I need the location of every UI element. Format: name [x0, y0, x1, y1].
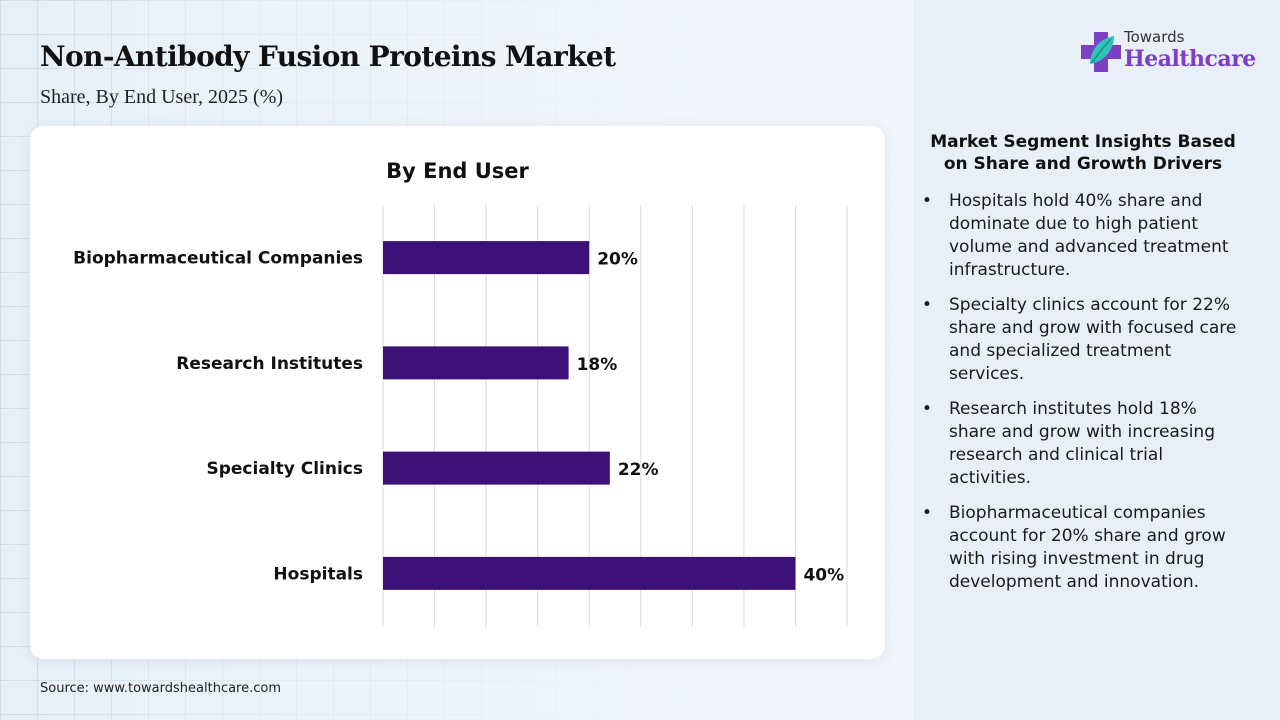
cross-leaf-icon [1081, 32, 1121, 72]
source-note: Source: www.towardshealthcare.com [40, 681, 282, 696]
value-label: 20% [597, 250, 638, 270]
value-label: 40% [803, 565, 844, 585]
insights-title: Market Segment Insights Based on Share a… [930, 132, 1236, 174]
category-label: Hospitals [273, 564, 363, 584]
bar [383, 346, 569, 380]
insight-item: • Specialty clinics account for 22% share… [922, 294, 1242, 386]
insight-text: Biopharmaceutical companies account for … [949, 503, 1226, 592]
bullet-icon: • [922, 295, 933, 315]
category-label: Research Institutes [176, 354, 363, 374]
insight-item: • Hospitals hold 40% share and dominate d… [922, 190, 1242, 282]
bar-chart: Biopharmaceutical Companies Research Inst… [73, 205, 848, 627]
bullet-icon: • [922, 399, 933, 419]
category-label: Biopharmaceutical Companies [73, 249, 363, 269]
brand-name-line1: Towards [1124, 28, 1185, 46]
bullet-icon: • [922, 503, 933, 523]
insight-text: Specialty clinics account for 22% share … [949, 295, 1237, 384]
insight-text: Research institutes hold 18% share and g… [949, 399, 1215, 488]
insight-item: • Biopharmaceutical companies account for… [922, 502, 1242, 594]
insights-panel [913, 0, 1280, 720]
bullet-icon: • [922, 191, 933, 211]
insights-list: • Hospitals hold 40% share and dominate d… [922, 190, 1242, 606]
bar [383, 556, 796, 590]
page-subtitle: Share, By End User, 2025 (%) [40, 86, 284, 108]
bar [383, 451, 610, 485]
value-label: 22% [618, 460, 659, 480]
insight-text: Hospitals hold 40% share and dominate du… [949, 191, 1229, 280]
category-label: Specialty Clinics [206, 459, 363, 479]
value-label: 18% [577, 355, 618, 375]
page-title: Non-Antibody Fusion Proteins Market [40, 40, 616, 73]
chart-title: By End User [386, 159, 529, 183]
insight-item: • Research institutes hold 18% share and … [922, 398, 1242, 490]
brand-logo: Towards Healthcare [1080, 28, 1260, 78]
brand-name-line2: Healthcare [1124, 46, 1256, 72]
bar [383, 241, 590, 275]
